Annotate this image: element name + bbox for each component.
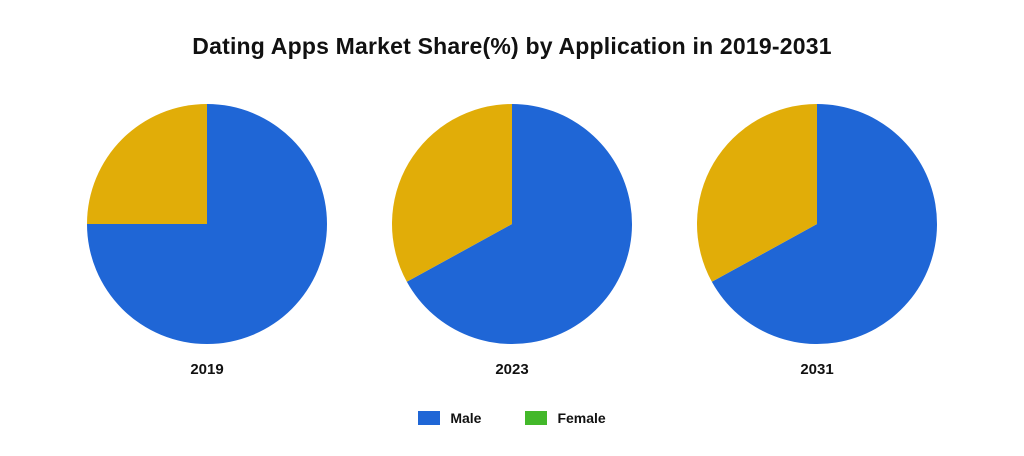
pie-label-2019: 2019 [190, 361, 223, 378]
pie-slice-2023-female [391, 104, 512, 282]
legend-label-male: Male [450, 410, 482, 426]
pie-slice-2023-male [406, 104, 633, 345]
legend-item-female: Female [525, 410, 606, 426]
pie-label-2031: 2031 [800, 361, 833, 378]
legend-item-male: Male [418, 410, 481, 426]
pie-slice-2031-male [711, 104, 937, 345]
chart-title: Dating Apps Market Share(%) by Applicati… [192, 33, 832, 59]
pie-label-2023: 2023 [495, 361, 528, 378]
legend-swatch-male [418, 411, 441, 425]
legend-swatch-female [525, 411, 548, 425]
pie-slice-2019-female [87, 104, 207, 224]
legend-label-female: Female [557, 410, 606, 426]
legend: Male Female [0, 410, 1024, 426]
pie-slice-2031-female [696, 104, 817, 282]
